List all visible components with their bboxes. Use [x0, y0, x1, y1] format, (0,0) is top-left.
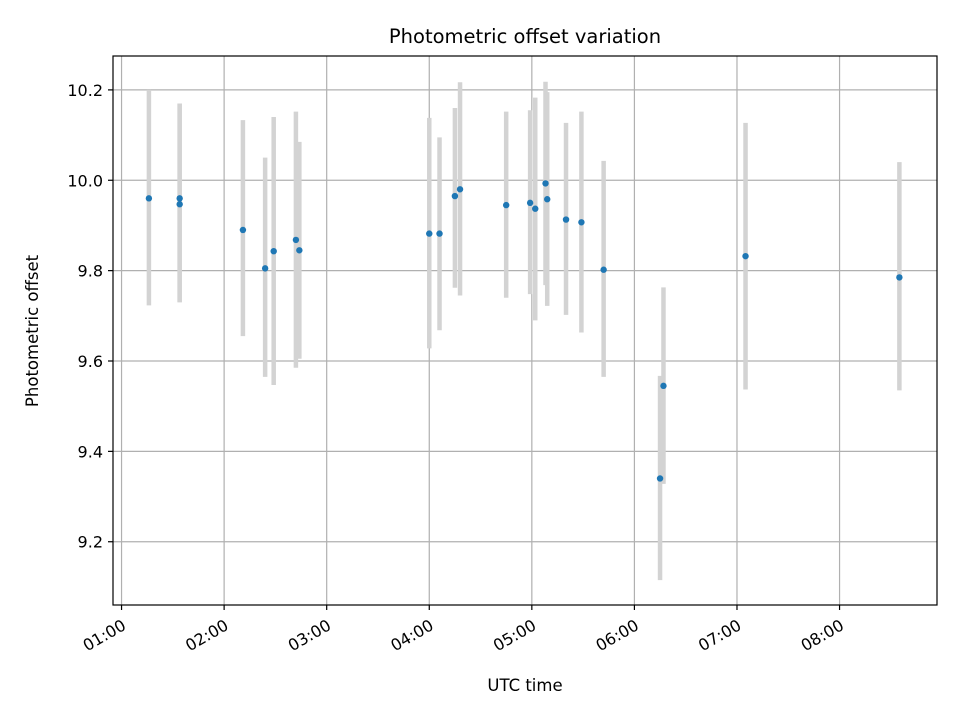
y-tick-label: 9.2 [78, 533, 103, 552]
data-point [436, 230, 443, 237]
data-point [742, 252, 749, 260]
data-point [456, 186, 464, 193]
data-point [296, 247, 303, 254]
y-axis-ticks: 9.2 9.4 9.6 9.8 10.0 10.2 [67, 81, 113, 552]
grid [113, 56, 937, 605]
data-point [544, 196, 551, 203]
x-axis-title: UTC time [487, 676, 562, 695]
data-point [145, 195, 153, 202]
data-points [145, 180, 903, 482]
y-tick-label: 9.6 [78, 352, 103, 371]
data-point [239, 226, 247, 234]
y-tick-label: 10.0 [67, 171, 103, 190]
data-point [600, 266, 607, 273]
data-point [426, 230, 433, 237]
chart-title: Photometric offset variation [389, 25, 661, 48]
data-point [176, 195, 183, 202]
data-point [578, 219, 585, 226]
data-point [562, 216, 570, 223]
data-point [176, 201, 183, 208]
data-point [656, 475, 664, 482]
data-point [270, 248, 277, 255]
data-point [542, 180, 549, 187]
y-axis-title: Photometric offset [23, 254, 42, 407]
y-tick-label: 10.2 [67, 81, 103, 100]
y-tick-label: 9.4 [78, 442, 103, 461]
plot-area-frame [112, 55, 938, 606]
y-tick-label: 9.8 [78, 262, 103, 281]
data-point [896, 274, 903, 281]
data-point [532, 205, 539, 212]
data-point [660, 382, 667, 390]
data-point [526, 199, 534, 207]
data-point [261, 265, 269, 272]
data-point [451, 192, 459, 200]
data-point [502, 201, 510, 209]
data-point [292, 236, 300, 244]
